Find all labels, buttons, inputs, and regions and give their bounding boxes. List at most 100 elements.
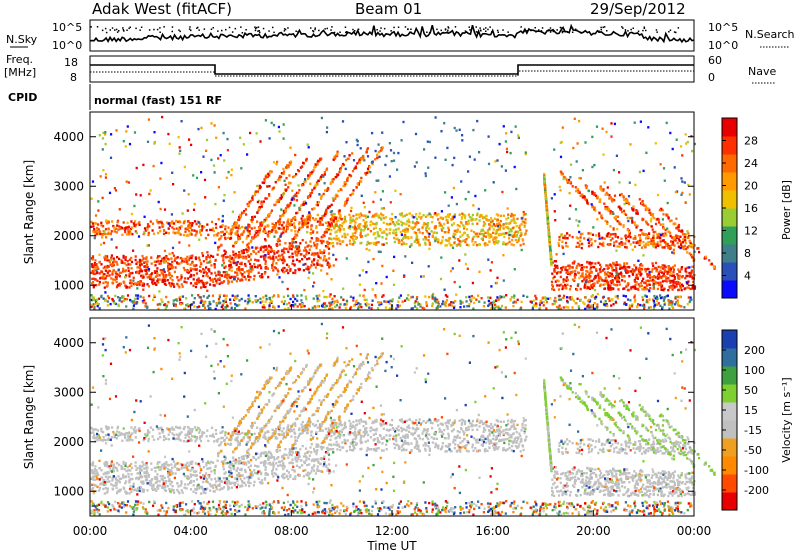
power-cell bbox=[459, 235, 462, 238]
power-cell bbox=[200, 270, 203, 273]
power-cell bbox=[692, 280, 695, 284]
power-cell bbox=[636, 224, 639, 227]
power-cell bbox=[446, 146, 449, 150]
power-cell bbox=[477, 207, 480, 211]
power-cell bbox=[250, 227, 253, 230]
power-cell bbox=[264, 225, 267, 228]
power-cell bbox=[618, 272, 621, 275]
power-cell bbox=[662, 227, 665, 230]
freq-left-tick-top: 18 bbox=[64, 56, 78, 69]
power-cell bbox=[617, 288, 620, 291]
power-cell bbox=[643, 303, 646, 306]
nave-right-tick-top: 60 bbox=[708, 54, 722, 67]
power-cell bbox=[422, 224, 425, 227]
power-cell bbox=[512, 217, 515, 220]
noise-search-dot bbox=[428, 31, 431, 34]
power-cell bbox=[272, 304, 275, 308]
power-cell bbox=[368, 249, 371, 252]
power-cell bbox=[659, 275, 662, 278]
power-cell bbox=[311, 261, 314, 264]
power-cell bbox=[205, 266, 208, 269]
power-cell bbox=[298, 248, 301, 251]
power-cell bbox=[392, 283, 396, 286]
power-cell bbox=[623, 262, 626, 265]
power-cell bbox=[455, 202, 458, 206]
power-cell bbox=[645, 220, 648, 223]
power-cell bbox=[588, 237, 591, 240]
power-cell bbox=[307, 307, 310, 311]
power-cell bbox=[145, 264, 148, 268]
power-cell bbox=[101, 233, 104, 236]
power-cell bbox=[662, 272, 665, 275]
noise-search-dot bbox=[330, 29, 332, 31]
power-cell bbox=[356, 140, 359, 143]
power-cell bbox=[556, 284, 559, 287]
power-cell bbox=[344, 234, 347, 237]
power-cell bbox=[301, 225, 304, 229]
noise-search-dot bbox=[559, 26, 562, 29]
power-cell bbox=[228, 266, 231, 269]
power-cell bbox=[649, 287, 652, 290]
noise-search-dot bbox=[90, 26, 92, 28]
power-cell bbox=[162, 280, 165, 284]
power-cell bbox=[251, 194, 254, 198]
power-cell bbox=[663, 241, 666, 244]
power-cell bbox=[345, 243, 348, 247]
power-cell bbox=[264, 238, 267, 241]
power-cell bbox=[616, 294, 619, 298]
power-cell bbox=[222, 131, 225, 135]
power-cell bbox=[516, 239, 519, 243]
power-cell bbox=[634, 298, 637, 302]
power-cell bbox=[689, 296, 692, 299]
power-cell bbox=[424, 241, 427, 245]
power-cell bbox=[190, 143, 193, 147]
power-cell bbox=[199, 296, 202, 299]
power-cell bbox=[207, 255, 210, 258]
power-cell bbox=[278, 239, 281, 243]
power-cell bbox=[247, 260, 250, 263]
power-cell bbox=[478, 151, 481, 154]
power-cell bbox=[513, 294, 516, 297]
power-cell bbox=[556, 266, 559, 270]
power-cell bbox=[440, 130, 443, 133]
power-cell bbox=[126, 125, 129, 128]
power-cell bbox=[607, 209, 610, 213]
power-cell bbox=[233, 297, 236, 300]
power-cell bbox=[276, 199, 279, 202]
power-cell bbox=[683, 244, 686, 248]
power-cell bbox=[251, 246, 254, 249]
power-cell bbox=[468, 303, 471, 306]
power-cell bbox=[587, 232, 590, 235]
power-cell bbox=[452, 301, 455, 304]
power-cell bbox=[635, 226, 638, 229]
power-cell bbox=[374, 158, 377, 161]
power-cell bbox=[450, 196, 453, 199]
power-cell bbox=[185, 297, 188, 300]
power-cell bbox=[118, 275, 121, 278]
power-cell bbox=[358, 227, 361, 230]
power-cell bbox=[616, 236, 620, 239]
power-cell bbox=[371, 131, 374, 135]
power-cell bbox=[566, 301, 569, 304]
power-cell bbox=[316, 243, 319, 246]
power-cell bbox=[476, 212, 479, 215]
power-cell bbox=[295, 245, 298, 248]
power-cell bbox=[609, 212, 612, 215]
power-cell bbox=[596, 280, 599, 283]
noise-search-dot bbox=[397, 26, 400, 28]
power-cell bbox=[186, 226, 189, 230]
power-cell bbox=[631, 221, 634, 224]
power-cell bbox=[304, 218, 307, 221]
power-cell bbox=[612, 269, 615, 272]
power-cell bbox=[484, 231, 487, 235]
power-cell bbox=[603, 287, 607, 290]
power-cell bbox=[295, 250, 298, 253]
power-cell bbox=[123, 298, 126, 301]
power-cell bbox=[132, 276, 135, 279]
power-cell bbox=[145, 272, 149, 275]
power-cell bbox=[364, 222, 367, 225]
power-cell bbox=[496, 224, 500, 228]
power-cell bbox=[656, 241, 659, 244]
noise-search-dot bbox=[643, 26, 645, 28]
power-cell bbox=[645, 299, 649, 302]
